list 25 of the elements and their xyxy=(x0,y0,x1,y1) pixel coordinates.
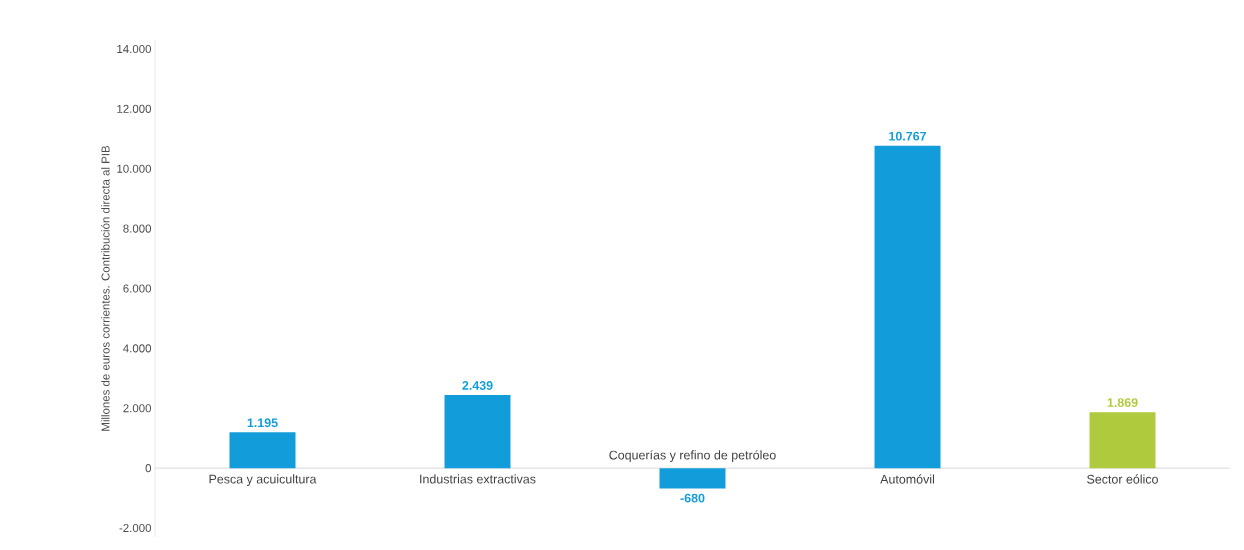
bar xyxy=(1089,412,1156,469)
y-axis-title: Millones de euros corrientes. Contribución directa al PIB xyxy=(101,145,110,431)
x-tick-label: Coquerías y refino de petróleo xyxy=(609,450,776,462)
bar xyxy=(659,468,726,489)
bar xyxy=(874,145,941,469)
y-tick-label: -2.000 xyxy=(119,523,152,533)
y-tick-label: 6.000 xyxy=(123,284,152,293)
y-tick-label: 12.000 xyxy=(117,104,152,113)
data-label: -680 xyxy=(680,493,705,503)
x-tick-label: Industrias extractivas xyxy=(420,474,536,484)
y-tick-label: 0 xyxy=(145,464,152,473)
x-tick-label: Pesca y acuicultura xyxy=(209,474,317,486)
data-label: 2.439 xyxy=(462,381,493,390)
x-tick-label: Sector eólico xyxy=(1087,474,1158,484)
y-tick-label: 8.000 xyxy=(123,224,152,233)
bar xyxy=(229,432,296,469)
y-tick-label: 4.000 xyxy=(123,344,152,353)
x-tick-label: Automóvil xyxy=(880,474,935,484)
y-tick-label: 14.000 xyxy=(117,44,152,54)
bar xyxy=(444,395,511,469)
y-tick-label: 2.000 xyxy=(123,404,152,413)
data-label: 1.869 xyxy=(1107,398,1138,407)
y-tick-label: 10.000 xyxy=(117,164,152,173)
data-label: 1.195 xyxy=(247,418,278,428)
data-label: 10.767 xyxy=(889,131,926,141)
